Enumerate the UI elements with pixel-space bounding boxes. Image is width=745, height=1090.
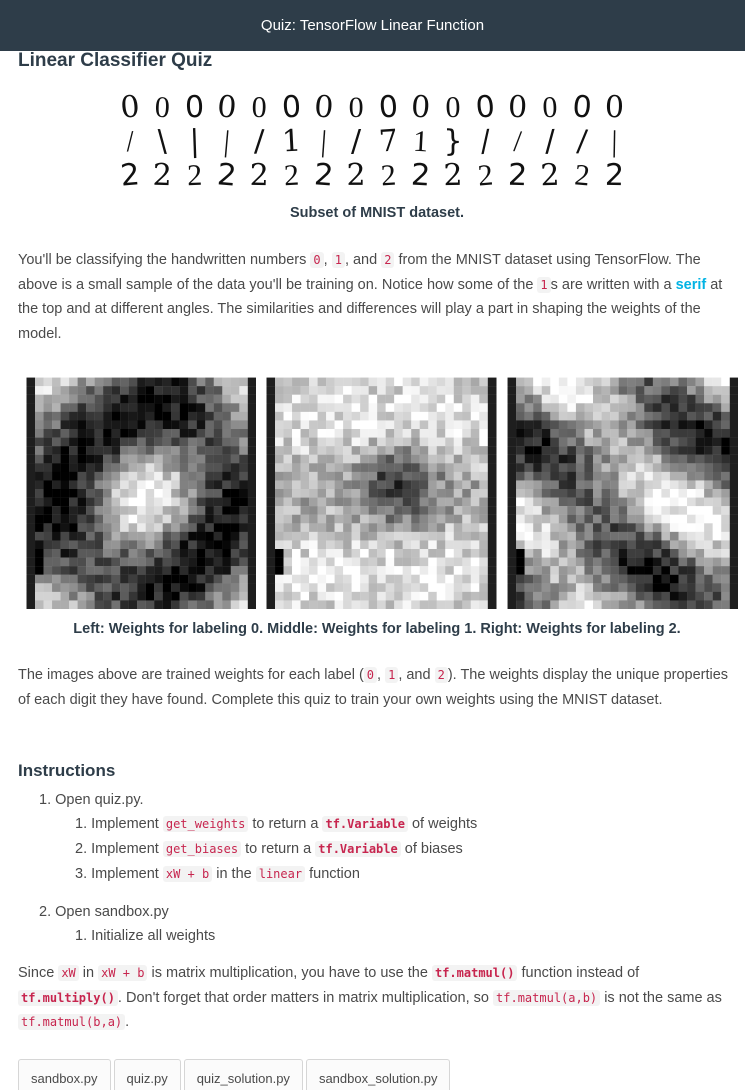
code-1: 1 [331,252,345,268]
mnist-digit: 7 [378,123,399,159]
mnist-digit: 2 [380,159,397,191]
mnist-digit: 1 [412,125,429,159]
mnist-sample-image: 0 0 0 0 0 0 0 0 0 0 0 0 0 0 0 0/\ | |/1 |/7 1} / / / / |2 2 2 2 2 2 2 2… [119,91,625,191]
mnist-digit: 0 [313,91,334,126]
step-open-quiz: 1. Open quiz.py. [39,792,144,808]
intro-paragraph: You'll be classifying the handwritten nu… [18,252,723,342]
file-tab-0[interactable]: sandbox.py [18,1059,111,1090]
mnist-digit: 2 [443,158,463,191]
serif-link[interactable]: serif [675,276,707,293]
weights-description: The images above are trained weights for… [18,667,729,708]
mnist-digit: / [351,124,362,159]
mnist-digit: 0 [474,91,496,126]
mnist-digit: \ [157,124,169,159]
mnist-digit: 2 [410,158,431,191]
matmul-note: Since xW in xW + b is matrix multiplicat… [18,965,722,1030]
mnist-digit: 0 [378,91,399,126]
weights-image-1 [258,369,497,609]
mnist-digit: 0 [119,91,141,126]
mnist-digit: / [576,124,590,160]
step-get-weights: 1. Implement get_weights to return a tf.… [75,816,478,832]
mnist-digit: 2 [605,158,625,191]
mnist-digit: 0 [605,91,625,125]
mnist-digit: 0 [281,91,302,125]
weights-image-2 [498,369,738,609]
mnist-digit: 1 [281,124,302,160]
mnist-digit: | [189,124,200,159]
code-0: 0 [310,252,324,268]
mnist-digit: 0 [507,91,527,125]
step-get-biases: 2. Implement get_biases to return a tf.V… [75,841,463,857]
mnist-digit: 0 [410,91,431,125]
mnist-digit: 0 [349,91,364,124]
step-initialize: 1. Initialize all weights [75,928,216,944]
file-tab-1[interactable]: quiz.py [113,1059,181,1090]
file-tab-2[interactable]: quiz_solution.py [183,1059,303,1090]
top-bar: Quiz: TensorFlow Linear Function [0,0,745,51]
code-2: 2 [381,252,395,268]
mnist-digit: / [479,124,493,160]
mnist-digit: 0 [184,91,204,125]
mnist-digit: 2 [540,158,560,191]
mnist-digit: 2 [187,159,203,191]
mnist-digit: | [611,125,618,158]
mnist-digit: 2 [476,158,494,191]
mnist-digit: 2 [573,158,591,191]
mnist-digit: 2 [507,158,527,191]
mnist-digit: 2 [119,157,141,191]
mnist-digit: 0 [154,91,170,124]
mnist-digit: 2 [249,158,269,191]
mnist-digit: 2 [152,158,172,191]
weights-images [18,369,738,609]
mnist-digit: | [222,125,231,158]
mnist-digit: 2 [347,158,366,191]
mnist-digit: / [513,125,523,158]
mnist-caption: Subset of MNIST dataset. [289,205,465,221]
mnist-digit: } [443,124,463,159]
mnist-digit: / [254,124,266,159]
instructions-heading: Instructions [18,761,116,780]
code-1b: 1 [537,276,551,293]
mnist-digit: 0 [251,91,267,124]
mnist-digit: / [124,125,136,159]
mnist-digit: 2 [216,157,238,191]
step-linear: 3. Implement xW + b in the linear functi… [75,866,360,882]
file-tabs: sandbox.py quiz.py quiz_solution.py sandbox… [18,1059,451,1090]
header-title: Quiz: TensorFlow Linear Function [260,17,485,34]
mnist-digit: 2 [313,157,334,191]
weights-caption: Left: Weights for labeling 0. Middle: We… [73,621,681,637]
mnist-digit: / [544,124,556,159]
mnist-digit: 0 [445,91,461,124]
mnist-digit: 0 [216,91,238,126]
step-open-sandbox: 2. Open sandbox.py [39,904,169,920]
weights-image-0 [18,369,257,609]
mnist-digit: | [320,125,328,158]
mnist-digit: 0 [542,91,558,124]
page-title: Linear Classifier Quiz [18,50,213,71]
file-tab-3[interactable]: sandbox_solution.py [305,1059,451,1090]
mnist-digit: 2 [283,159,300,191]
mnist-digit: 0 [571,91,593,126]
